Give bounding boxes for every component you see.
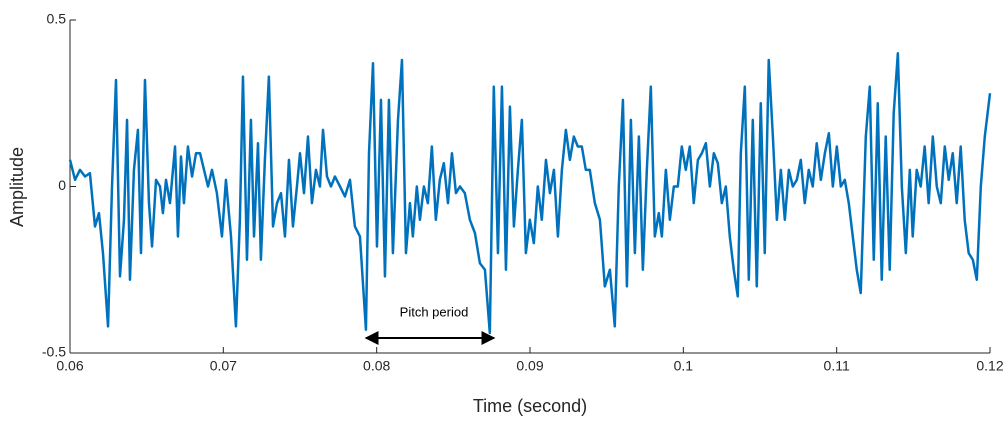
y-tick-label: 0 bbox=[58, 177, 66, 193]
x-tick-label: 0.11 bbox=[824, 358, 850, 374]
x-tick-label: 0.08 bbox=[363, 358, 390, 374]
x-tick-label: 0.07 bbox=[210, 358, 237, 374]
x-tick-label: 0.06 bbox=[56, 358, 83, 374]
x-tick-label: 0.1 bbox=[674, 358, 694, 374]
x-tick-label: 0.09 bbox=[516, 358, 543, 374]
waveform-line bbox=[68, 52, 992, 335]
x-axis-title: Time (second) bbox=[473, 396, 587, 416]
annotation: Pitch period bbox=[400, 304, 469, 319]
x-tick-label: 0.12 bbox=[976, 358, 1003, 374]
y-tick-label: 0.5 bbox=[47, 11, 67, 27]
y-tick-label: -0.5 bbox=[42, 344, 66, 360]
y-axis-title: Amplitude bbox=[7, 147, 27, 227]
